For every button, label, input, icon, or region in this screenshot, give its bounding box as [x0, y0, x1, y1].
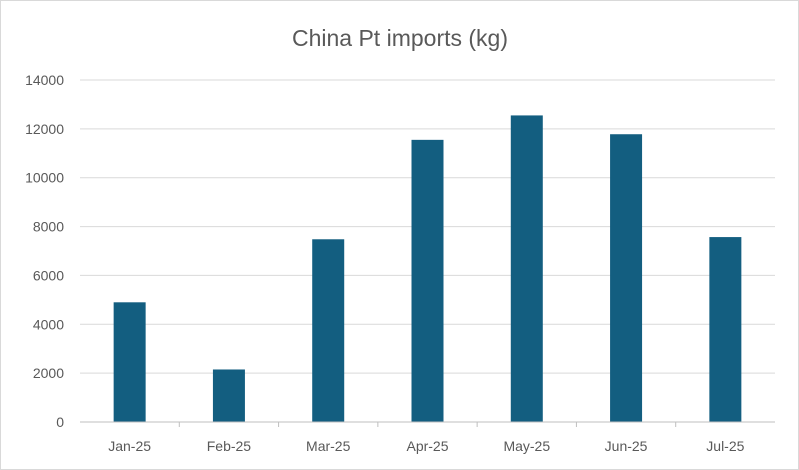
bar-apr-25 [411, 139, 444, 422]
x-tick-label: May-25 [503, 438, 550, 454]
y-tick-label: 10000 [25, 170, 64, 186]
bar-mar-25 [312, 239, 345, 422]
bar-may-25 [510, 115, 543, 423]
x-tick-label: Jul-25 [706, 438, 744, 454]
bar-feb-25 [212, 369, 245, 422]
x-tick-label: Jan-25 [108, 438, 151, 454]
x-tick-label: Jun-25 [605, 438, 648, 454]
y-tick-label: 12000 [25, 121, 64, 137]
y-tick-label: 14000 [25, 72, 64, 88]
x-axis-ticks: Jan-25 Feb-25 Mar-25 Apr-25 May-25 Jun-25 Jul-… [108, 422, 745, 454]
x-tick-label: Mar-25 [306, 438, 351, 454]
bar-jul-25 [709, 237, 742, 422]
x-tick-label: Feb-25 [207, 438, 252, 454]
bar-jan-25 [113, 302, 146, 422]
bar-jun-25 [610, 134, 643, 422]
x-tick-label: Apr-25 [406, 438, 448, 454]
y-tick-label: 8000 [33, 219, 64, 235]
chart-title: China Pt imports (kg) [292, 25, 508, 51]
y-tick-label: 6000 [33, 267, 64, 283]
y-tick-label: 4000 [33, 316, 64, 332]
y-axis-ticks: 0 2000 4000 6000 8000 10000 12000 14000 [25, 72, 64, 430]
y-tick-label: 0 [56, 414, 64, 430]
y-tick-label: 2000 [33, 365, 64, 381]
bars [113, 115, 742, 423]
